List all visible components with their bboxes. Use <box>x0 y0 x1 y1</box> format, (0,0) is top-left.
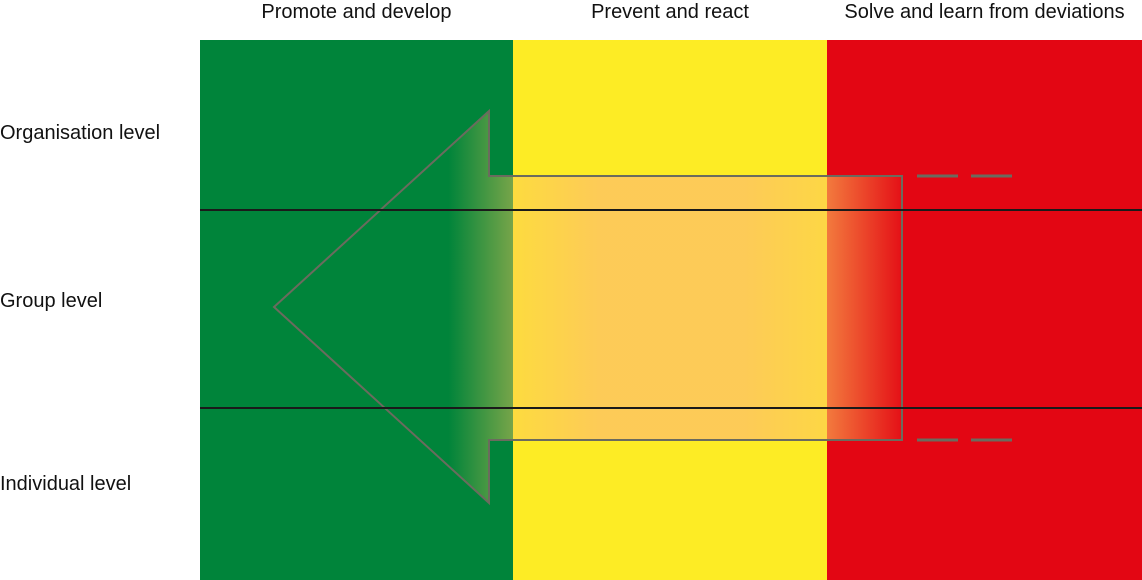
column-header-solve-and-learn: Solve and learn from deviations <box>844 1 1125 23</box>
row-label-organisation: Organisation level <box>0 122 161 144</box>
row-label-individual: Individual level <box>0 473 132 495</box>
column-header-promote-and-develop: Promote and develop <box>261 1 452 23</box>
column-header-prevent-and-react: Prevent and react <box>591 1 749 23</box>
row-label-group: Group level <box>0 290 103 312</box>
